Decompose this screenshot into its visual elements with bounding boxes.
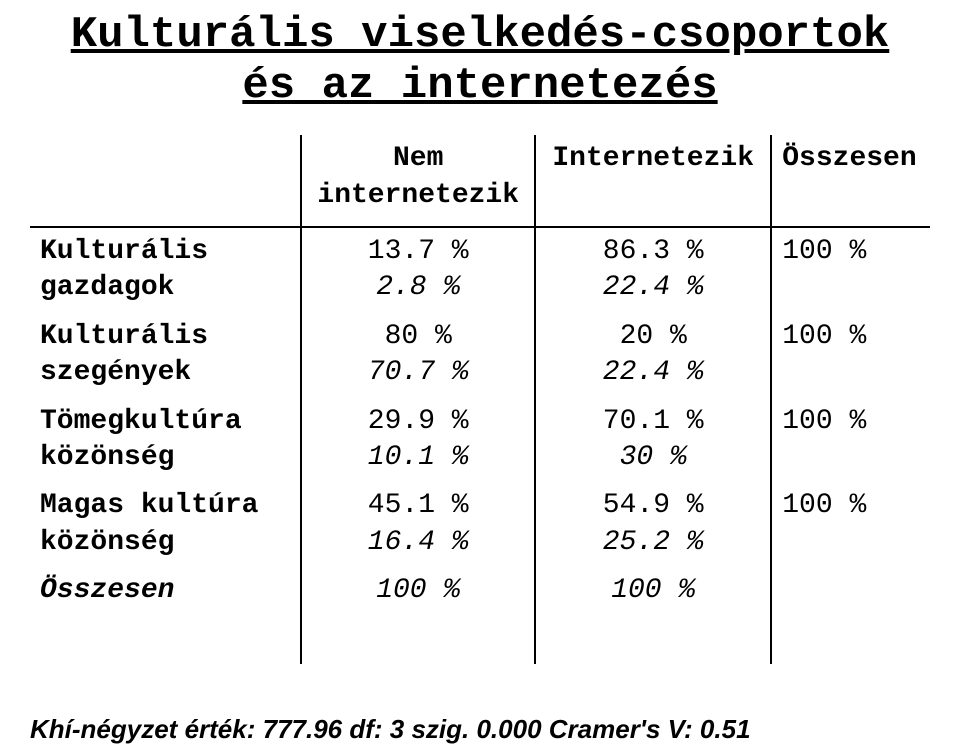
totals-value: 100 %: [611, 575, 695, 606]
table-spacer-row: [30, 615, 930, 663]
header-col-osszesen: Összesen: [771, 135, 930, 227]
crosstab-table: Nem internetezik Internetezik Összesen K…: [30, 135, 930, 664]
row-label: Kulturális szegények: [40, 321, 208, 388]
cell-value: 70.1 %: [603, 406, 704, 437]
cell-value: 80 %: [385, 321, 452, 352]
row-label: Kulturális gazdagok: [40, 236, 208, 303]
cell-value: 20 %: [620, 321, 687, 352]
cell-total: 100 %: [782, 406, 866, 437]
cell-subvalue: 30 %: [620, 442, 687, 473]
footnote-text: Khí-négyzet érték: 777.96 df: 3 szig. 0.…: [30, 714, 751, 744]
cell-value: 13.7 %: [368, 236, 469, 267]
totals-label: Összesen: [40, 575, 174, 606]
cell-total: 100 %: [782, 490, 866, 521]
title-line-2: és az internetezés: [242, 61, 717, 111]
table-row: Tömegkultúra közönség 29.9 % 10.1 % 70.1 …: [30, 398, 930, 483]
table-row: Kulturális szegények 80 % 70.7 % 20 % 22.4…: [30, 313, 930, 398]
cell-value: 54.9 %: [603, 490, 704, 521]
table-row: Kulturális gazdagok 13.7 % 2.8 % 86.3 % 22…: [30, 227, 930, 313]
page-title: Kulturális viselkedés-csoportok és az in…: [30, 10, 930, 111]
header-text: Összesen: [782, 143, 916, 174]
header-text: internetezik: [317, 180, 519, 211]
cell-subvalue: 70.7 %: [368, 357, 469, 388]
cell-value: 86.3 %: [603, 236, 704, 267]
cell-subvalue: 2.8 %: [376, 272, 460, 303]
cell-total: 100 %: [782, 321, 866, 352]
cell-subvalue: 25.2 %: [603, 527, 704, 558]
cell-subvalue: 22.4 %: [603, 272, 704, 303]
header-col-internetezik: Internetezik: [535, 135, 771, 227]
header-col-nem-internetezik: Nem internetezik: [301, 135, 535, 227]
cell-subvalue: 22.4 %: [603, 357, 704, 388]
table-header-row: Nem internetezik Internetezik Összesen: [30, 135, 930, 227]
cell-value: 29.9 %: [368, 406, 469, 437]
totals-value: 100 %: [376, 575, 460, 606]
totals-blank: [771, 567, 930, 615]
cell-subvalue: 10.1 %: [368, 442, 469, 473]
row-label: Magas kultúra közönség: [40, 490, 258, 557]
header-text: Nem: [393, 143, 443, 174]
table-totals-row: Összesen 100 % 100 %: [30, 567, 930, 615]
title-line-1: Kulturális viselkedés-csoportok: [71, 10, 890, 60]
cell-subvalue: 16.4 %: [368, 527, 469, 558]
slide-page: Kulturális viselkedés-csoportok és az in…: [0, 0, 960, 717]
cell-value: 45.1 %: [368, 490, 469, 521]
header-text: Internetezik: [552, 143, 754, 174]
chi-square-footnote: Khí-négyzet érték: 777.96 df: 3 szig. 0.…: [30, 714, 930, 745]
cell-total: 100 %: [782, 236, 866, 267]
table-row: Magas kultúra közönség 45.1 % 16.4 % 54.9…: [30, 482, 930, 567]
row-label: Tömegkultúra közönség: [40, 406, 242, 473]
header-blank: [30, 135, 301, 227]
